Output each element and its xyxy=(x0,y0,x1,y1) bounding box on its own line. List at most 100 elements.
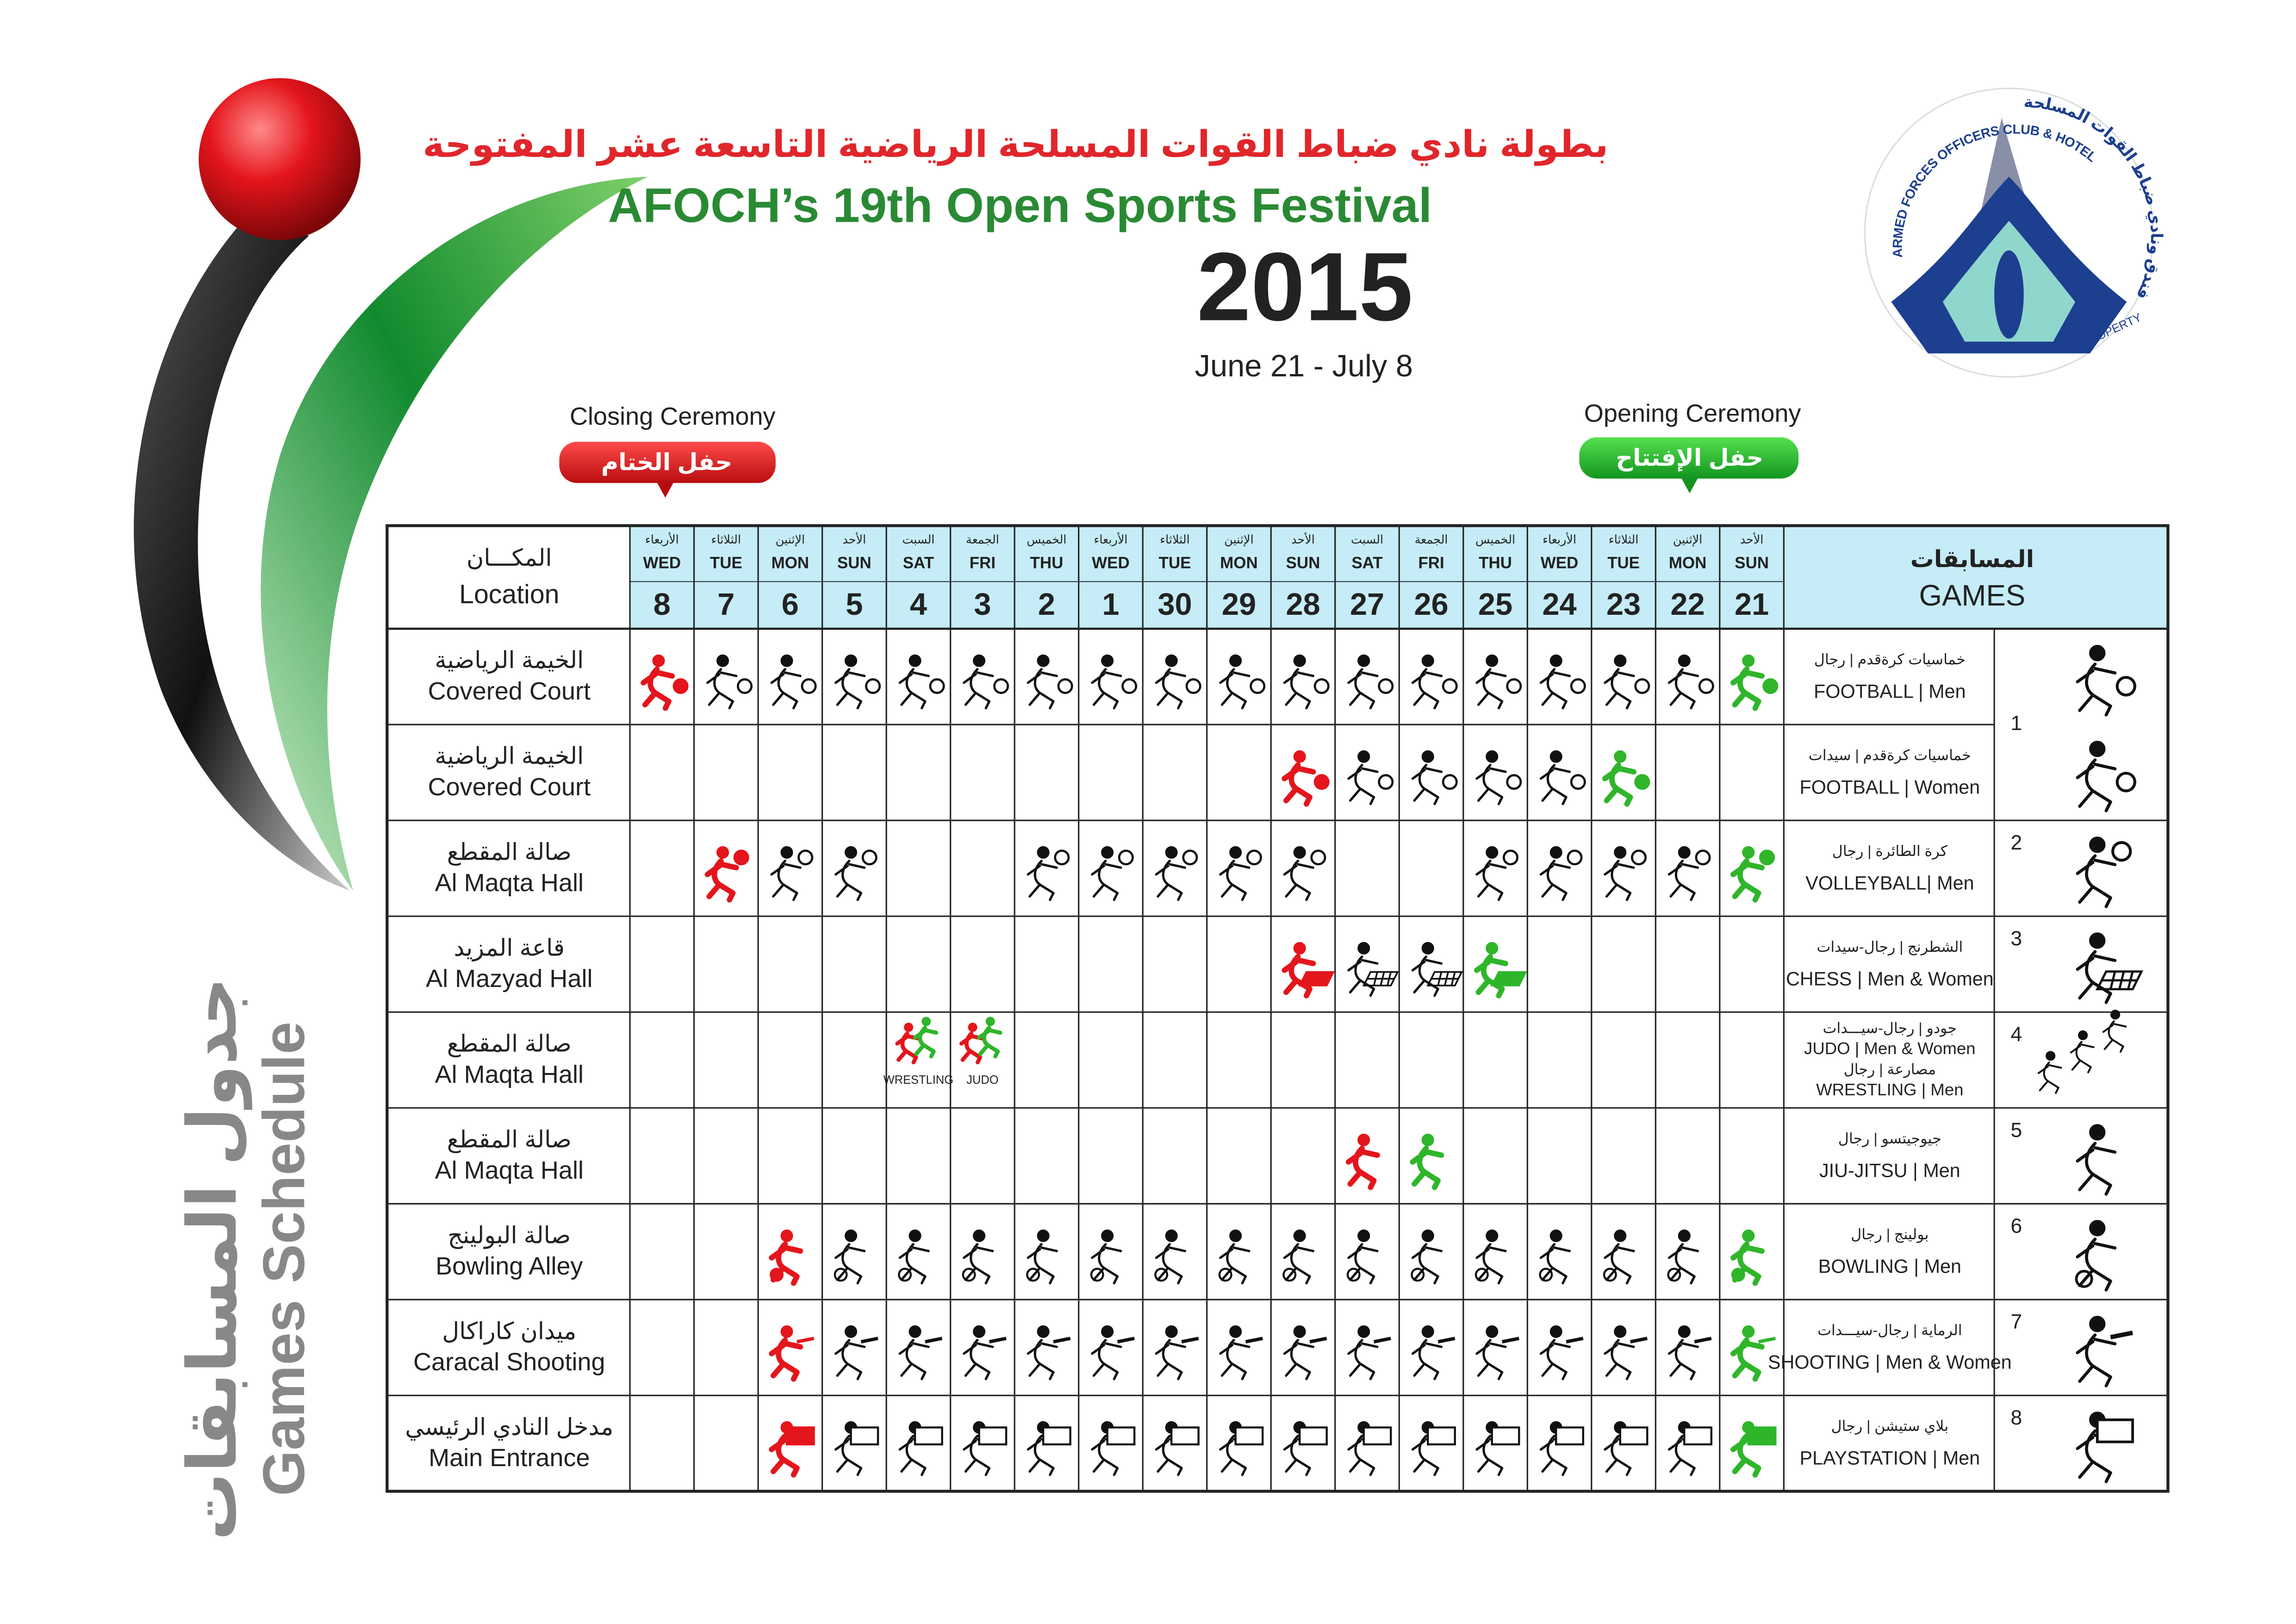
prop xyxy=(834,1268,848,1282)
event-icon xyxy=(1539,750,1586,806)
prop xyxy=(2095,970,2143,991)
prop xyxy=(850,1426,879,1446)
figure-body xyxy=(641,666,675,711)
prop xyxy=(785,1426,815,1446)
figure-head xyxy=(2089,1124,2106,1141)
day-name: SAT xyxy=(1351,554,1382,572)
location-arabic: الخيمة الرياضية xyxy=(435,647,584,674)
figure-head xyxy=(2089,837,2106,853)
day-name: FRI xyxy=(970,554,996,572)
opening-label: Opening Ceremony xyxy=(1584,400,1801,427)
event-icon xyxy=(1730,1325,1776,1382)
figure-body xyxy=(1347,668,1379,710)
game-number: 1 xyxy=(2010,712,2022,735)
figure-body xyxy=(1091,1435,1122,1476)
prop xyxy=(1426,1426,1456,1446)
event-icon xyxy=(1604,1421,1649,1476)
event-icon xyxy=(1668,1421,1712,1476)
figure-head xyxy=(908,654,921,667)
event-icon xyxy=(1474,942,1527,999)
prop xyxy=(737,678,753,694)
prop xyxy=(1683,1426,1712,1446)
prop xyxy=(962,1268,976,1282)
figure-head xyxy=(716,654,729,667)
figure-head xyxy=(1101,654,1114,667)
day-date: 24 xyxy=(1542,587,1576,622)
figure-head xyxy=(2089,1316,2106,1332)
figure-body xyxy=(2076,1333,2117,1387)
figure-head xyxy=(1742,1325,1755,1338)
table-grid xyxy=(386,524,2170,1493)
prop xyxy=(1506,678,1522,694)
event-icon xyxy=(1475,1421,1520,1476)
event-icon xyxy=(1282,942,1335,999)
event-icon xyxy=(1346,1229,1379,1285)
event-label: WRESTLING xyxy=(884,1074,953,1087)
figure-body xyxy=(834,1243,866,1285)
event-icon xyxy=(898,1421,943,1476)
figure-head xyxy=(1549,846,1562,859)
day-name: TUE xyxy=(710,554,742,572)
figure-body xyxy=(1730,666,1765,711)
event-icon xyxy=(834,654,881,710)
game-number: 3 xyxy=(2010,927,2022,950)
event-icon xyxy=(1604,846,1647,901)
event-icon xyxy=(641,654,689,711)
figure-body xyxy=(1604,1339,1635,1380)
event-icon xyxy=(1282,750,1330,807)
game-icon xyxy=(2076,1412,2134,1483)
game-arabic: خماسيات كرةقدم | رجال xyxy=(1814,651,1966,668)
club-logo: ARMED FORCES OFFICERS CLUB & HOTEL فندق … xyxy=(1864,87,2165,378)
day-arabic: الأربعاء xyxy=(1543,531,1576,546)
event-icon xyxy=(1283,846,1326,901)
event-icon xyxy=(834,1421,879,1476)
event-icon xyxy=(834,1229,866,1285)
figure-body xyxy=(1219,668,1251,710)
figure-head xyxy=(1486,654,1499,667)
prop xyxy=(1234,1426,1264,1446)
day-name: FRI xyxy=(1418,554,1444,572)
event-icon xyxy=(1155,654,1201,710)
figure-body xyxy=(1347,956,1379,997)
game-name: FOOTBALL | Men xyxy=(1814,681,1966,702)
figure-head xyxy=(1357,1133,1370,1146)
figure-head xyxy=(1614,654,1627,667)
figure-body xyxy=(959,1031,985,1065)
figure-head xyxy=(1549,1325,1562,1338)
event-icon xyxy=(706,654,753,710)
prop xyxy=(1121,678,1138,694)
day-arabic: الثلاثاء xyxy=(1609,533,1638,546)
figure-head xyxy=(1101,1229,1114,1242)
event-icon xyxy=(834,846,877,901)
day-arabic: الخميس xyxy=(1475,533,1515,546)
event-icon xyxy=(1347,1421,1392,1476)
event-icon xyxy=(1475,1229,1507,1285)
figure-head xyxy=(652,654,665,667)
event-figure xyxy=(977,1017,1002,1059)
location-arabic: ميدان كاراكال xyxy=(442,1318,576,1344)
figure-body xyxy=(1602,762,1636,807)
event-icon xyxy=(1604,654,1650,710)
prop xyxy=(2096,1418,2134,1443)
figure-head xyxy=(1678,1325,1691,1338)
event-icon xyxy=(1475,750,1522,806)
day-name: TUE xyxy=(1607,554,1640,572)
prop xyxy=(1506,774,1522,790)
figure-head xyxy=(1614,1325,1627,1338)
day-date: 8 xyxy=(653,587,671,622)
day-arabic: السبت xyxy=(1351,533,1383,546)
day-arabic: الجمعة xyxy=(1415,533,1448,546)
event-icon xyxy=(834,1325,878,1380)
event-label: JUDO xyxy=(966,1074,998,1087)
figure-body xyxy=(1091,860,1122,901)
event-icon xyxy=(769,1325,815,1382)
prop xyxy=(1313,678,1330,694)
day-arabic: الأربعاء xyxy=(1094,531,1127,546)
prop xyxy=(2110,1330,2133,1340)
prop xyxy=(1698,678,1714,694)
game-icon xyxy=(2102,1010,2127,1053)
figure-head xyxy=(1614,1229,1627,1242)
game-icon xyxy=(2075,1220,2117,1292)
opening-pointer xyxy=(1680,477,1699,493)
